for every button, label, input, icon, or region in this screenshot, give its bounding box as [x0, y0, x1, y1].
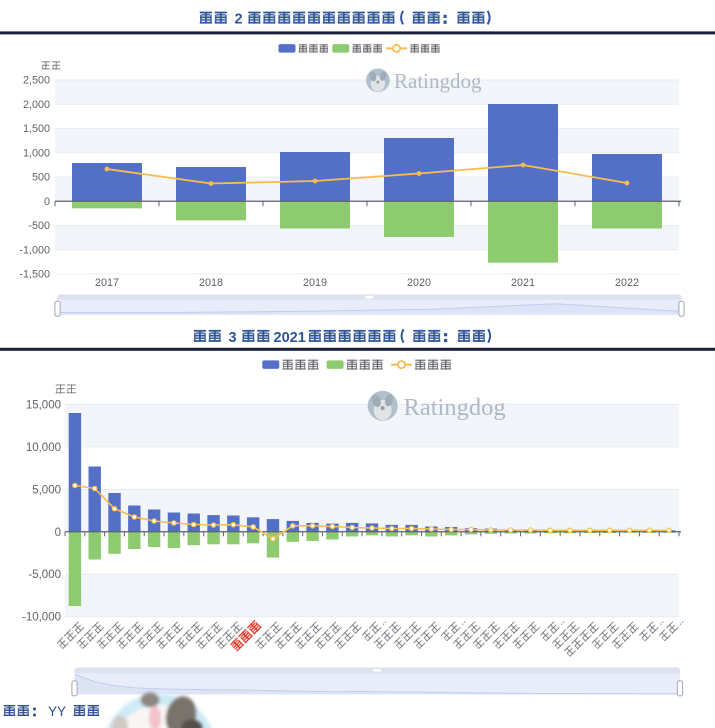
svg-text:2: 2 [235, 12, 243, 28]
svg-text:-500: -500 [28, 220, 50, 232]
svg-text:0: 0 [44, 196, 50, 208]
svg-text:2021: 2021 [274, 330, 306, 346]
svg-text:..: .. [556, 616, 568, 628]
svg-text:-1,000: -1,000 [19, 244, 50, 256]
svg-text:YY: YY [48, 704, 66, 719]
svg-text:Ratingdog: Ratingdog [394, 69, 482, 93]
svg-text:..: .. [377, 616, 389, 628]
svg-text:-1,500: -1,500 [19, 269, 50, 281]
svg-text:5,000: 5,000 [32, 484, 61, 496]
svg-text:2018: 2018 [199, 277, 223, 289]
svg-text:0: 0 [55, 527, 61, 539]
svg-text:Ratingdog: Ratingdog [404, 394, 506, 421]
svg-text:2020: 2020 [407, 277, 431, 289]
svg-text:-10,000: -10,000 [22, 612, 61, 624]
svg-text:..: .. [655, 616, 667, 628]
svg-text:..: .. [457, 616, 469, 628]
svg-text:2019: 2019 [303, 277, 327, 289]
svg-text:15,000: 15,000 [26, 399, 61, 411]
svg-text:500: 500 [32, 172, 50, 184]
svg-text:2,500: 2,500 [23, 75, 50, 87]
svg-text:3: 3 [229, 330, 237, 346]
svg-text:2022: 2022 [615, 277, 639, 289]
svg-text:2,000: 2,000 [23, 99, 50, 111]
svg-text:10,000: 10,000 [26, 442, 61, 454]
svg-text:..: .. [674, 616, 686, 628]
svg-text:2017: 2017 [95, 277, 119, 289]
svg-text:2021: 2021 [511, 277, 535, 289]
svg-text:1,000: 1,000 [23, 147, 50, 159]
svg-text:1,500: 1,500 [23, 123, 50, 135]
svg-text:-5,000: -5,000 [28, 569, 61, 581]
